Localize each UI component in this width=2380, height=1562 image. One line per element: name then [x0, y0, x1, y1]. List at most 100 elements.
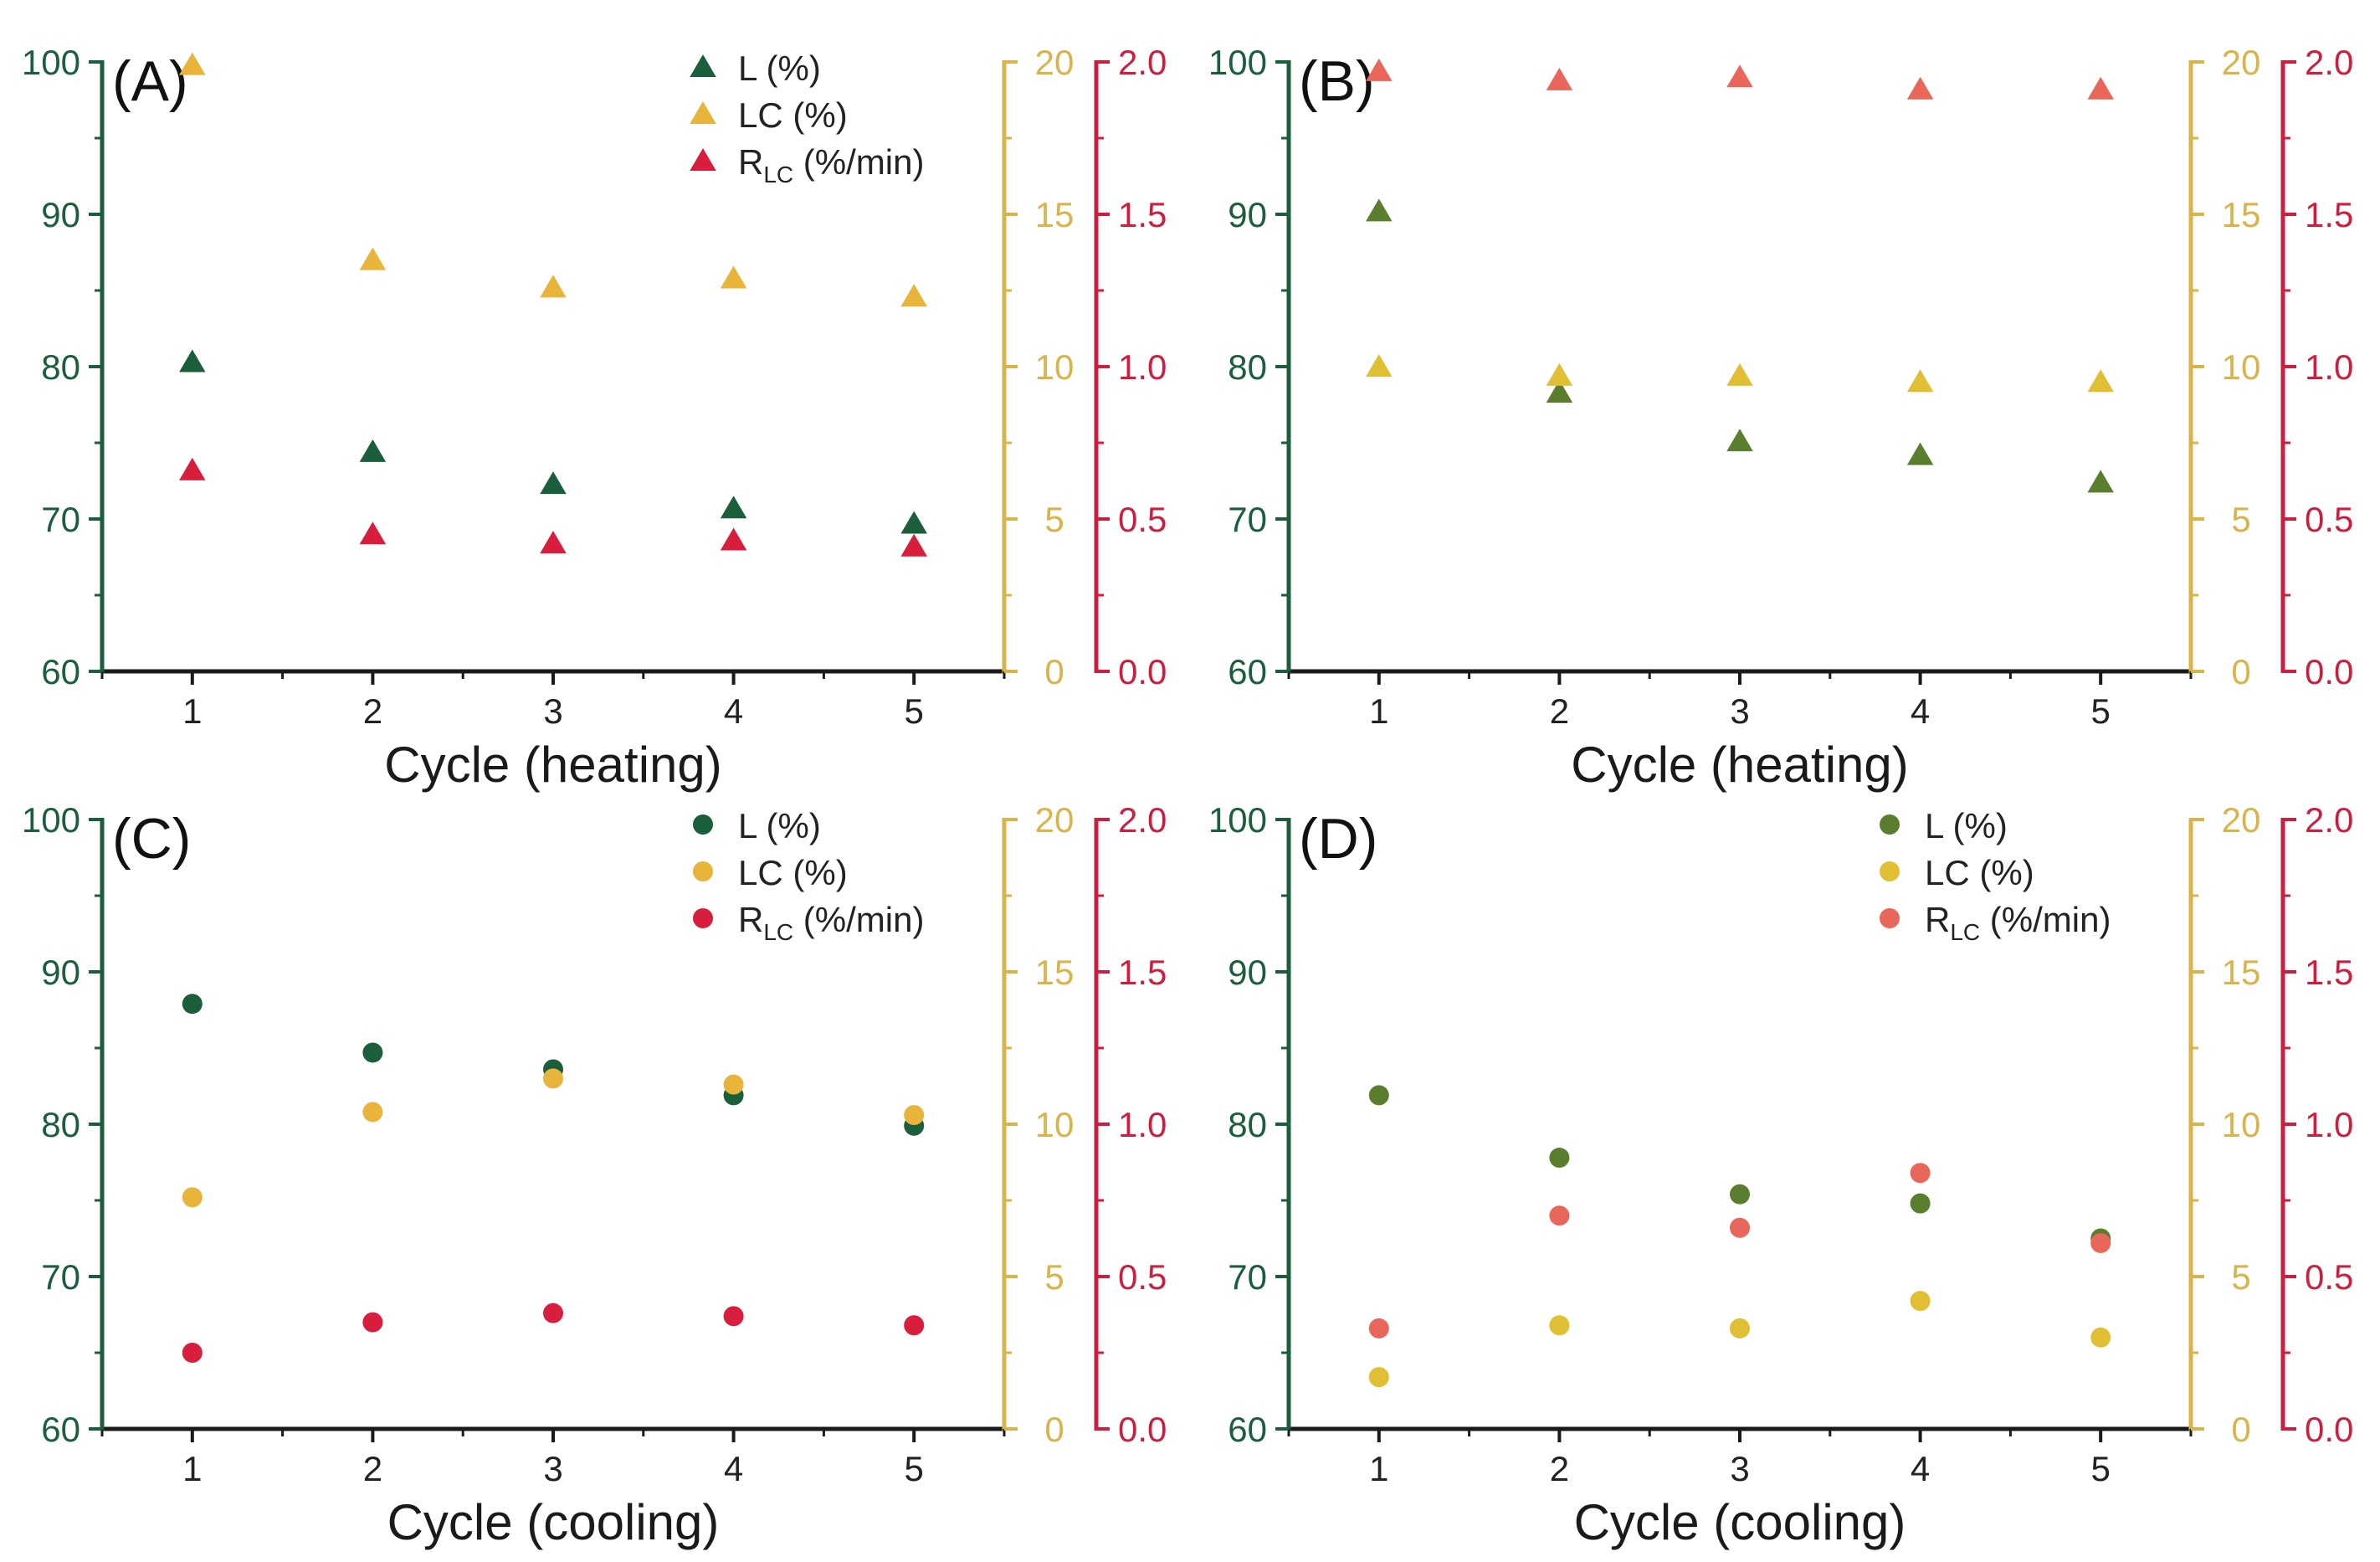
y-rate-tick-label: 0.5	[1118, 1257, 1167, 1297]
y-lc-tick-label: 15	[2222, 953, 2261, 992]
y-lc-tick-label: 15	[2222, 195, 2261, 234]
legend-marker	[693, 814, 713, 835]
y-left-tick-label: 80	[41, 347, 80, 387]
y-lc-tick-label: 20	[2222, 43, 2261, 82]
y-left-tick-label: 90	[1228, 953, 1267, 992]
y-lc-tick-label: 20	[1035, 43, 1075, 82]
legend-label-main: L	[1925, 806, 1943, 845]
legend-label: L (%)	[738, 49, 821, 88]
y-left-tick-label: 100	[22, 800, 80, 840]
panel-label: (C)	[112, 807, 191, 871]
y-lc-tick-label: 10	[2222, 1105, 2261, 1144]
legend-label: LC (%)	[1925, 853, 2034, 892]
y-left-tick-label: 80	[41, 1105, 80, 1144]
y-lc-tick-label: 5	[1044, 1257, 1064, 1297]
legend-label-main: L	[738, 49, 757, 88]
data-point	[1549, 1148, 1570, 1169]
data-point	[179, 52, 206, 75]
data-point	[1368, 1085, 1389, 1106]
series-L	[179, 349, 927, 534]
legend-label-main: LC	[1925, 853, 1970, 892]
legend-marker	[690, 101, 716, 124]
legend-label-rest: (%/min)	[793, 142, 924, 182]
x-axis-title: Cycle (cooling)	[1574, 1494, 1906, 1550]
data-point	[1910, 1193, 1931, 1214]
data-point	[720, 496, 747, 519]
y-rate-tick-label: 2.0	[1118, 800, 1167, 840]
data-point	[900, 533, 927, 557]
data-point	[359, 522, 387, 545]
y-left-tick-label: 60	[1228, 652, 1267, 691]
x-tick-label: 1	[182, 1449, 202, 1488]
y-rate-tick-label: 1.5	[2305, 195, 2353, 234]
legend-label-main: LC	[738, 853, 783, 892]
y-lc-tick-label: 0	[1044, 1410, 1064, 1449]
legend-label-rest: (%)	[783, 95, 848, 135]
legend-label: LC (%)	[738, 95, 848, 135]
y-left-tick-label: 60	[41, 1410, 80, 1449]
data-point	[1366, 354, 1393, 377]
x-tick-label: 3	[543, 691, 562, 731]
data-point	[359, 247, 387, 270]
y-left-tick-label: 70	[41, 1257, 80, 1297]
y-lc-tick-label: 5	[2231, 1257, 2250, 1297]
data-point	[2087, 76, 2114, 100]
y-rate-tick-label: 1.0	[2305, 1105, 2353, 1144]
data-point	[540, 275, 567, 298]
legend-label-subscript: LC	[1950, 919, 1980, 945]
series-RLC	[1368, 1163, 2111, 1338]
x-tick-label: 5	[2091, 691, 2111, 731]
legend-label-rest: (%/min)	[1980, 900, 2111, 939]
legend-label-main: L	[738, 806, 757, 845]
y-lc-tick-label: 5	[1044, 500, 1064, 539]
legend-label: RLC (%/min)	[738, 900, 924, 945]
data-point	[182, 1343, 203, 1363]
y-left-tick-label: 90	[1228, 195, 1267, 234]
data-point	[2087, 369, 2114, 393]
legend-marker	[1880, 814, 1900, 835]
chart-panel-c: 1 2 3 4 5 60 0 0.0 70 5 0.5 80 10 1.0 90 15 1.5 100 20 2.0 (…	[22, 800, 1167, 1550]
y-left-tick-label: 100	[1208, 43, 1267, 82]
legend-label-main: R	[738, 900, 763, 939]
data-point	[1906, 76, 1934, 100]
legend-marker	[1880, 908, 1900, 928]
legend-marker	[693, 861, 713, 881]
y-lc-tick-label: 0	[2231, 1410, 2250, 1449]
legend-label-main: R	[1925, 900, 1950, 939]
legend-label: L (%)	[738, 806, 821, 845]
y-left-tick-label: 100	[1208, 800, 1267, 840]
x-axis-title: Cycle (heating)	[384, 737, 722, 793]
data-point	[182, 1187, 203, 1208]
y-lc-tick-label: 5	[2231, 500, 2250, 539]
data-point	[362, 1102, 383, 1123]
data-point	[182, 994, 203, 1015]
panel-label: (B)	[1299, 49, 1375, 113]
legend-marker	[1880, 861, 1900, 881]
y-rate-tick-label: 1.0	[1118, 1105, 1167, 1144]
data-point	[1546, 67, 1573, 90]
data-point	[1730, 1318, 1750, 1338]
legend-label-rest: (%/min)	[793, 900, 924, 939]
y-rate-tick-label: 2.0	[2305, 800, 2353, 840]
y-left-tick-label: 70	[41, 500, 80, 539]
data-point	[1910, 1163, 1931, 1184]
data-point	[359, 439, 387, 462]
data-point	[1546, 362, 1573, 386]
data-point	[904, 1105, 925, 1126]
data-point	[904, 1315, 925, 1336]
y-left-tick-label: 80	[1228, 347, 1267, 387]
y-left-tick-label: 70	[1228, 1257, 1267, 1297]
data-point	[1910, 1291, 1931, 1312]
legend-marker	[690, 148, 716, 171]
x-tick-label: 2	[363, 1449, 382, 1488]
data-point	[362, 1042, 383, 1063]
series-LC	[1368, 1291, 2111, 1388]
data-point	[723, 1306, 744, 1327]
series-LC	[1366, 354, 2114, 393]
x-tick-label: 1	[182, 691, 202, 731]
y-lc-tick-label: 10	[2222, 347, 2261, 387]
chart-panel-b: 1 2 3 4 5 60 0 0.0 70 5 0.5 80 10 1.0 90 15 1.5 100 20 2.0 (…	[1208, 43, 2353, 793]
legend-label: RLC (%/min)	[738, 142, 924, 188]
data-point	[1546, 379, 1573, 403]
legend-label: L (%)	[1925, 806, 2008, 845]
